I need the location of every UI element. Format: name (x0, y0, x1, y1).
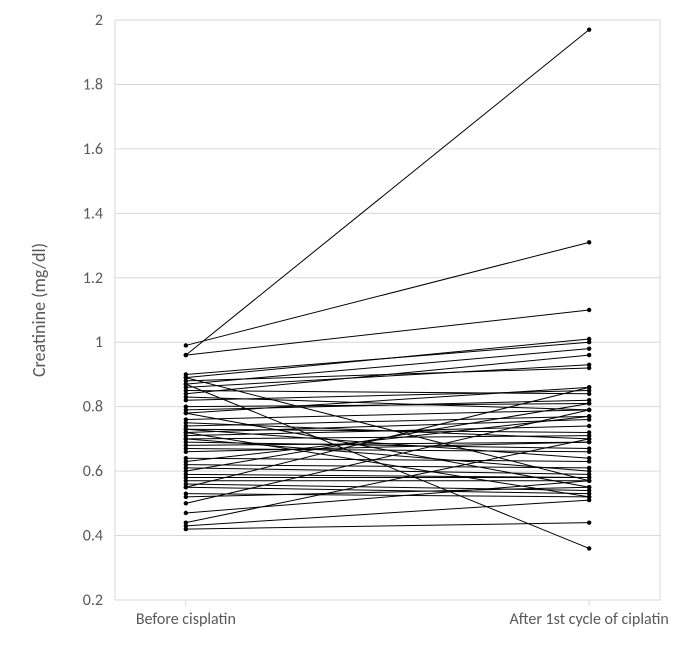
data-point (184, 466, 188, 470)
chart-container: 0.2 0.4 0.6 0.8 1 1.2 1.4 1.6 1.8 2 Before cisplat… (0, 0, 674, 650)
data-point (587, 27, 591, 31)
data-point (587, 450, 591, 454)
data-point (587, 401, 591, 405)
data-point (587, 340, 591, 344)
data-point (184, 421, 188, 425)
data-point (184, 343, 188, 347)
x-tick-label: After 1st cycle of ciplatin (509, 610, 668, 629)
data-point (184, 475, 188, 479)
pair-line (186, 500, 589, 526)
data-point (184, 388, 188, 392)
pair-line (186, 365, 589, 388)
data-point (184, 353, 188, 357)
data-point (184, 382, 188, 386)
data-point (184, 437, 188, 441)
y-tick-label: 1 (95, 333, 103, 352)
data-point (184, 404, 188, 408)
data-point (184, 411, 188, 415)
data-point (587, 437, 591, 441)
data-point (184, 511, 188, 515)
data-point (184, 495, 188, 499)
y-tick-label: 1.6 (83, 140, 103, 159)
paired-line-chart: 0.2 0.4 0.6 0.8 1 1.2 1.4 1.6 1.8 2 Before cisplat… (0, 0, 674, 650)
data-point (587, 408, 591, 412)
data-point (587, 353, 591, 357)
data-point (587, 495, 591, 499)
data-point (587, 392, 591, 396)
y-tick-label: 0.6 (83, 462, 103, 481)
data-point (184, 395, 188, 399)
data-point (184, 375, 188, 379)
y-tick-label: 0.2 (83, 591, 103, 610)
data-point (587, 308, 591, 312)
y-tick-label: 1.4 (83, 204, 103, 223)
pair-line (186, 30, 589, 355)
data-point (587, 424, 591, 428)
pair-line (186, 387, 589, 487)
data-point (587, 479, 591, 483)
data-point (587, 456, 591, 460)
data-point (587, 485, 591, 489)
data-point (587, 520, 591, 524)
y-tick-label: 2 (95, 11, 103, 30)
data-point (184, 427, 188, 431)
data-point (587, 346, 591, 350)
y-tick-label: 1.2 (83, 269, 103, 288)
data-point (587, 385, 591, 389)
data-point (184, 527, 188, 531)
data-point (184, 456, 188, 460)
data-point (184, 446, 188, 450)
y-tick-label: 1.8 (83, 75, 103, 94)
data-point (587, 366, 591, 370)
data-point (587, 240, 591, 244)
x-tick-label: Before cisplatin (136, 610, 236, 629)
pair-line (186, 310, 589, 355)
data-point (587, 414, 591, 418)
pair-line (186, 242, 589, 345)
data-point (184, 485, 188, 489)
y-axis-label: Creatinine (mg/dl) (28, 243, 50, 377)
data-point (184, 501, 188, 505)
data-point (587, 469, 591, 473)
y-tick-label: 0.8 (83, 398, 103, 417)
data-point (587, 546, 591, 550)
y-tick-label: 0.4 (83, 527, 103, 546)
